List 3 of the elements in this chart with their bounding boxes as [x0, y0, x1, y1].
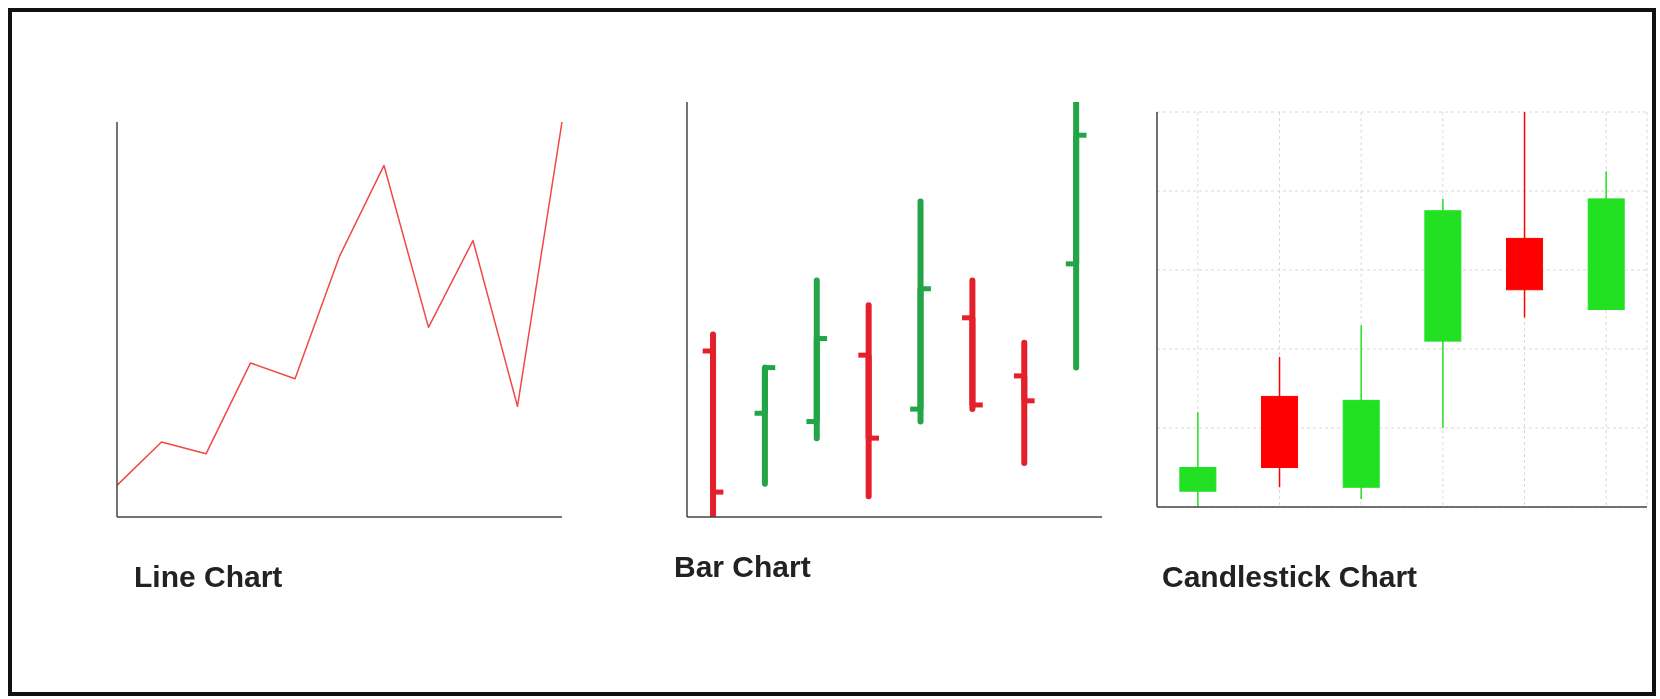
text: Candlestick Chart — [1162, 560, 1418, 594]
text: Bar Chart — [674, 550, 811, 584]
text: Line Chart — [134, 560, 283, 594]
